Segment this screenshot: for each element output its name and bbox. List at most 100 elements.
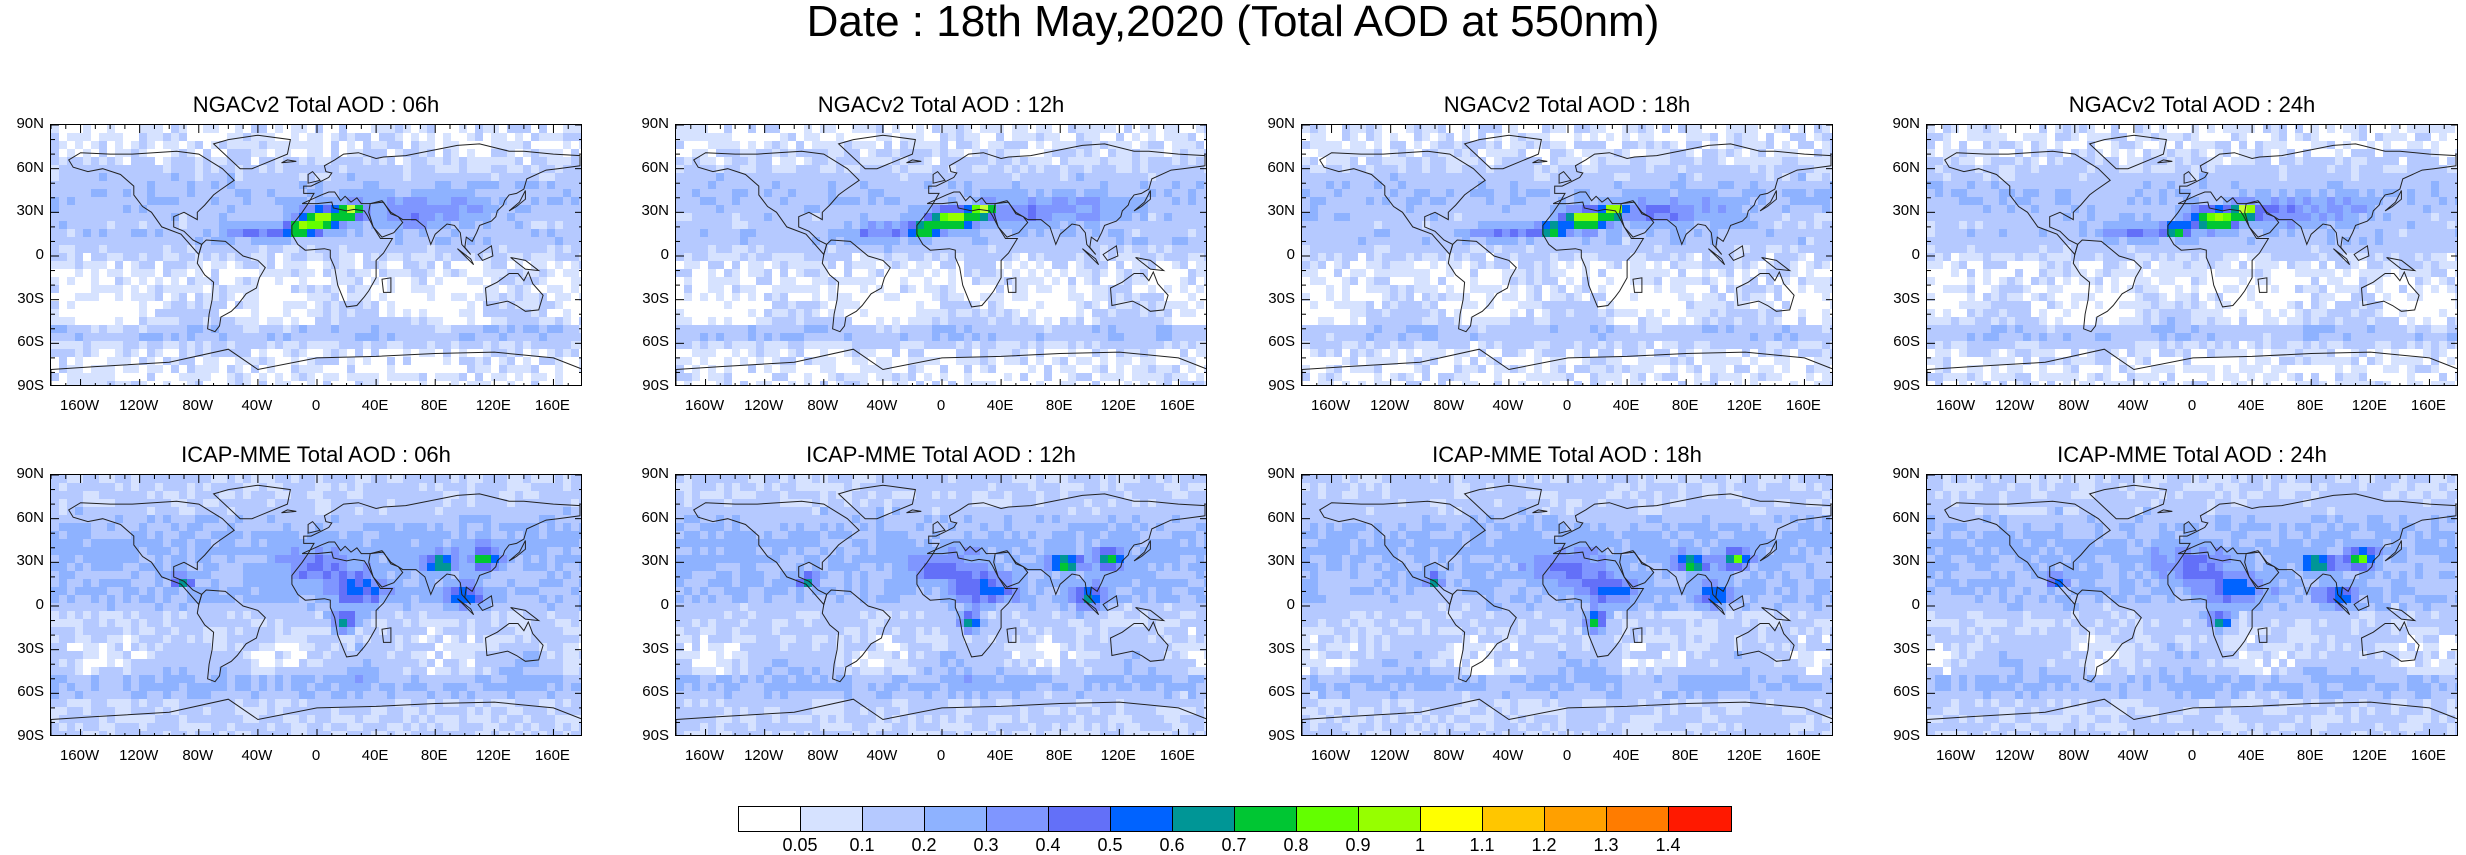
longitude-label: 160W [52,748,108,764]
colorbar-swatch [1669,807,1731,831]
longitude-label: 40E [347,748,403,764]
colorbar-swatch [1607,807,1669,831]
longitude-label: 80W [795,398,851,414]
latitude-label: 30S [629,641,669,657]
latitude-label: 0 [629,247,669,263]
longitude-label: 40E [1598,748,1654,764]
main-title: Date : 18th May,2020 (Total AOD at 550nm… [0,0,2466,44]
latitude-label: 90N [1255,466,1295,482]
colorbar-label: 0.7 [1209,836,1259,854]
longitude-label: 80E [1657,748,1713,764]
latitude-label: 0 [1255,597,1295,613]
longitude-label: 40W [1480,398,1536,414]
colorbar-swatch [1173,807,1235,831]
latitude-label: 90N [1255,116,1295,132]
latitude-label: 90N [4,466,44,482]
latitude-label: 30S [1880,291,1920,307]
colorbar-label: 0.4 [1023,836,1073,854]
longitude-label: 160W [1303,748,1359,764]
latitude-label: 90S [4,728,44,744]
latitude-label: 90N [4,116,44,132]
longitude-label: 40E [972,398,1028,414]
aod-map-svg [1302,125,1833,386]
colorbar-label: 0.3 [961,836,1011,854]
longitude-label: 160W [52,398,108,414]
latitude-label: 60S [1880,684,1920,700]
aod-map [50,474,582,736]
longitude-label: 80W [1421,398,1477,414]
longitude-label: 160W [1303,398,1359,414]
aod-map-svg [1927,475,2458,736]
latitude-label: 30S [1255,291,1295,307]
colorbar-swatch [1421,807,1483,831]
latitude-label: 30N [1880,553,1920,569]
longitude-label: 0 [288,398,344,414]
colorbar-swatch [739,807,801,831]
longitude-label: 80W [1421,748,1477,764]
latitude-label: 90N [629,466,669,482]
latitude-label: 60S [1255,334,1295,350]
aod-field [1927,475,2458,736]
longitude-label: 80E [406,398,462,414]
colorbar-label: 0.05 [775,836,825,854]
latitude-label: 60S [4,684,44,700]
latitude-label: 90N [1880,466,1920,482]
colorbar-swatch [1111,807,1173,831]
longitude-label: 160E [2400,748,2456,764]
longitude-label: 120E [1716,398,1772,414]
longitude-label: 40E [2223,398,2279,414]
colorbar-swatch [925,807,987,831]
longitude-label: 40E [972,748,1028,764]
latitude-label: 60N [629,510,669,526]
colorbar-label: 0.9 [1333,836,1383,854]
aod-map [1301,474,1833,736]
latitude-label: 0 [1255,247,1295,263]
colorbar-swatch [801,807,863,831]
latitude-label: 60S [1255,684,1295,700]
latitude-label: 90N [1880,116,1920,132]
longitude-label: 80E [406,748,462,764]
latitude-label: 90S [629,728,669,744]
colorbar-swatch [1235,807,1297,831]
panel-title: ICAP-MME Total AOD : 24h [1926,442,2458,468]
colorbar-label: 1.3 [1581,836,1631,854]
longitude-label: 120W [1362,748,1418,764]
latitude-label: 30S [1255,641,1295,657]
longitude-label: 0 [913,748,969,764]
latitude-label: 30S [1880,641,1920,657]
aod-map [50,124,582,386]
latitude-label: 90S [1255,728,1295,744]
longitude-label: 160E [524,398,580,414]
latitude-label: 90S [1880,728,1920,744]
aod-field [1302,475,1833,736]
longitude-label: 40E [347,398,403,414]
latitude-label: 60N [1255,510,1295,526]
latitude-label: 60S [1880,334,1920,350]
longitude-label: 80W [2046,748,2102,764]
latitude-label: 0 [4,597,44,613]
latitude-label: 0 [4,247,44,263]
latitude-label: 60N [1880,160,1920,176]
colorbar-label: 1.4 [1643,836,1693,854]
latitude-label: 90S [629,378,669,394]
colorbar-label: 1 [1395,836,1445,854]
colorbar-swatch [1359,807,1421,831]
longitude-label: 40W [2105,748,2161,764]
colorbar-swatch [1483,807,1545,831]
longitude-label: 40W [854,748,910,764]
latitude-label: 30N [1255,203,1295,219]
longitude-label: 80E [1031,748,1087,764]
aod-map-svg [51,475,582,736]
latitude-label: 90S [4,378,44,394]
longitude-label: 120E [2341,748,2397,764]
longitude-label: 120W [1362,398,1418,414]
longitude-label: 160E [1149,748,1205,764]
longitude-label: 40W [1480,748,1536,764]
latitude-label: 90S [1255,378,1295,394]
colorbar-swatch [1297,807,1359,831]
longitude-label: 120E [465,398,521,414]
longitude-label: 120E [1090,398,1146,414]
longitude-label: 120W [736,748,792,764]
longitude-label: 160E [2400,398,2456,414]
longitude-label: 80E [1657,398,1713,414]
